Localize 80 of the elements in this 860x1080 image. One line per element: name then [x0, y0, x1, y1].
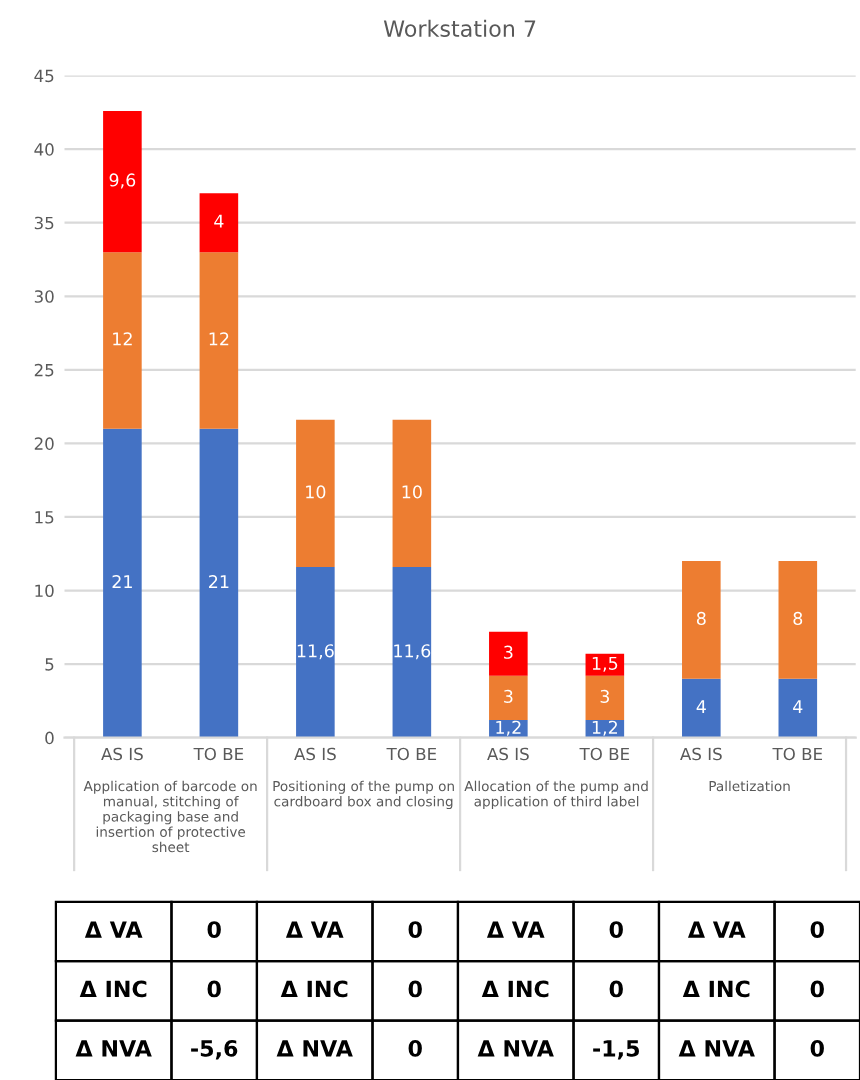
data-label: 4: [696, 700, 706, 714]
text: Δ NVA: [75, 1040, 152, 1057]
data-label: 4: [793, 700, 803, 714]
text: 0: [207, 921, 221, 938]
x-tick-label: AS IS: [294, 747, 336, 761]
bar: [489, 631, 528, 676]
y-tick-label: 45: [34, 69, 54, 83]
bar: [103, 428, 142, 738]
x-tick-label: AS IS: [487, 747, 529, 761]
data-label: 12: [209, 332, 229, 346]
data-label: 12: [113, 332, 132, 346]
chart-title: Workstation 7: [383, 19, 536, 38]
text: 0: [810, 1039, 824, 1057]
bar: [682, 678, 721, 738]
text: Δ INC: [481, 980, 549, 998]
data-label: 8: [696, 611, 706, 626]
text: -5,6: [191, 1039, 238, 1060]
bar: [103, 110, 142, 253]
text: 0: [207, 980, 221, 998]
bar: [585, 675, 625, 720]
data-label: 10: [306, 485, 326, 499]
text: 0: [810, 921, 824, 938]
data-label: 4: [214, 214, 224, 228]
data-label: 3: [504, 645, 513, 659]
x-tick-label: TO BE: [193, 747, 244, 761]
bar: [103, 252, 142, 429]
text: Δ NVA: [477, 1040, 554, 1057]
text: Δ INC: [79, 980, 147, 998]
bar: [392, 566, 432, 738]
y-tick-label: 30: [34, 290, 54, 303]
text: Δ VA: [285, 921, 344, 938]
y-tick-label: 35: [34, 216, 54, 230]
data-label: 3: [600, 689, 609, 703]
bar: [296, 419, 335, 567]
data-label: 1,2: [496, 720, 521, 736]
text: 0: [408, 921, 422, 938]
data-label: 21: [112, 575, 132, 588]
text: 0: [609, 980, 623, 998]
text: -1,5: [593, 1040, 639, 1060]
data-label: 10: [402, 485, 422, 499]
text: Δ VA: [84, 921, 143, 938]
text: Δ INC: [280, 980, 348, 998]
bar: [778, 678, 818, 738]
data-label: 9,6: [109, 173, 136, 189]
bar: [199, 193, 239, 253]
bar: [296, 566, 335, 738]
text: Δ NVA: [678, 1040, 755, 1057]
data-label: 1,2: [592, 720, 617, 736]
y-tick-label: 0: [45, 731, 54, 745]
x-tick-label: AS IS: [680, 747, 722, 761]
text: 0: [408, 1039, 422, 1057]
bar: [199, 428, 239, 738]
bar: [392, 419, 432, 567]
text: Δ NVA: [276, 1040, 353, 1057]
bar: [778, 561, 818, 679]
bar: [489, 675, 528, 720]
text: Δ VA: [486, 921, 545, 938]
bar: [682, 561, 721, 679]
data-label: 11,6: [297, 644, 334, 660]
text: 0: [810, 980, 824, 998]
y-tick-label: 25: [34, 363, 54, 377]
y-tick-label: 40: [34, 143, 54, 156]
data-label: 1,5: [592, 656, 618, 672]
data-label: 3: [504, 689, 513, 703]
x-tick-label: TO BE: [386, 747, 437, 761]
bar: [199, 252, 239, 429]
x-tick-label: TO BE: [579, 747, 630, 761]
text: 0: [408, 980, 422, 998]
y-tick-label: 20: [34, 437, 54, 450]
data-label: 8: [793, 611, 803, 626]
x-tick-label: TO BE: [772, 747, 823, 761]
data-label: 11,6: [394, 644, 431, 660]
text: Δ INC: [682, 980, 750, 998]
text: 0: [609, 921, 623, 938]
y-tick-label: 5: [45, 658, 54, 671]
y-tick-label: 15: [35, 511, 54, 524]
data-label: 21: [209, 575, 229, 588]
y-tick-label: 10: [35, 584, 54, 598]
x-tick-label: AS IS: [101, 747, 143, 761]
text: Δ VA: [687, 921, 746, 938]
